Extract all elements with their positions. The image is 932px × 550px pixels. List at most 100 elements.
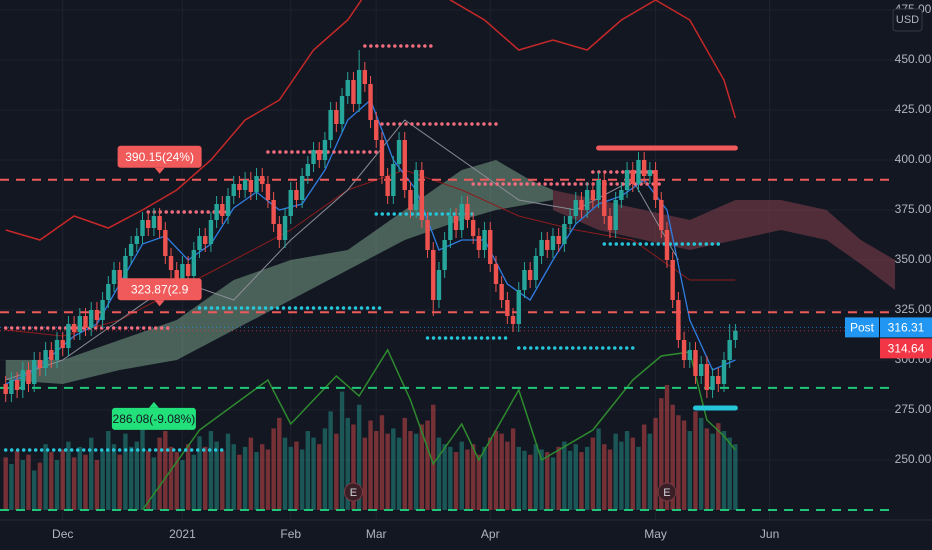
candle-body (237, 184, 242, 190)
candle-body (385, 176, 390, 196)
volume-bar (636, 446, 641, 510)
candle-body (146, 220, 151, 228)
candle-body (630, 170, 635, 184)
volume-bar (94, 460, 100, 510)
candle-body (282, 216, 288, 240)
volume-bar (37, 462, 43, 510)
candle-body (374, 120, 379, 140)
candle-body (334, 110, 339, 124)
event-label: E (663, 487, 670, 499)
annotation-box (117, 145, 202, 168)
volume-bar (3, 457, 8, 510)
candle-body (698, 364, 704, 376)
candle-body (89, 310, 94, 328)
candle-body (567, 216, 573, 224)
candle-body (180, 264, 185, 280)
candle-body (351, 80, 356, 104)
candle-body (727, 340, 732, 360)
volume-bar (54, 460, 60, 510)
y-tick-label: 250.00 (895, 452, 932, 466)
volume-bar (596, 428, 601, 510)
volume-bar (100, 450, 105, 510)
volume-bar (562, 441, 567, 510)
volume-bar (191, 454, 197, 510)
candle-body (197, 236, 202, 250)
candle-body (368, 84, 373, 120)
x-tick-label: 2021 (169, 527, 196, 541)
currency-box[interactable] (892, 8, 923, 32)
volume-bar (619, 441, 624, 510)
volume-bar (203, 446, 208, 510)
event-marker (343, 482, 363, 502)
volume-bar (556, 446, 561, 510)
candle-body (425, 220, 430, 250)
candle-body (716, 376, 721, 384)
candle-body (493, 264, 499, 284)
volume-bar (288, 446, 293, 510)
candle-body (721, 360, 727, 384)
volume-bar (71, 457, 77, 510)
volume-bar (168, 446, 174, 510)
volume-bar (505, 441, 510, 510)
volume-bar (710, 433, 715, 510)
candle-body (151, 216, 157, 228)
volume-bar (676, 415, 681, 510)
candle-body (470, 220, 476, 236)
candle-body (117, 270, 122, 280)
volume-bar (265, 449, 271, 510)
volume-bar (362, 437, 368, 510)
candle-body (94, 310, 100, 320)
y-tick-label: 450.00 (895, 52, 932, 66)
candle-body (14, 380, 20, 390)
candle-body (134, 236, 140, 244)
volume-bar (522, 450, 527, 510)
volume-bar (151, 457, 157, 510)
price-label-box (880, 317, 932, 338)
x-tick-label: Mar (366, 527, 387, 541)
volume-bar (647, 433, 653, 510)
cloud (552, 190, 895, 290)
candle-body (60, 340, 65, 348)
candle-body (231, 184, 236, 196)
candle-body (248, 180, 254, 192)
candle-body (647, 170, 653, 176)
volume-bar (567, 450, 573, 510)
candle-body (203, 236, 208, 244)
volume-bar (630, 437, 635, 510)
candle-body (476, 236, 482, 250)
volume-bar (260, 444, 265, 510)
candle-body (499, 284, 504, 300)
volume-bar (208, 431, 214, 510)
volume-bar (242, 446, 248, 510)
volume-bar (499, 433, 504, 510)
y-tick-label: 400.00 (895, 152, 932, 166)
candle-body (408, 190, 413, 210)
volume-bar (328, 411, 333, 510)
x-tick-label: Feb (280, 527, 301, 541)
volume-bar (727, 437, 732, 510)
volume-bar (185, 444, 191, 510)
volume-bar (545, 452, 550, 510)
volume-bar (602, 444, 607, 510)
candle-body (664, 230, 670, 260)
event-marker (657, 482, 677, 502)
annotation-box (111, 407, 196, 430)
candle-body (539, 240, 544, 256)
volume-bar (254, 452, 259, 510)
volume-bar (465, 449, 470, 510)
candle-body (653, 170, 658, 200)
volume-bar (659, 398, 664, 510)
candle-body (704, 364, 710, 390)
volume-bar (385, 433, 390, 510)
candle-body (636, 160, 641, 184)
candle-body (442, 240, 447, 270)
candle-body (619, 190, 624, 200)
volume-bar (77, 446, 83, 510)
candle-body (242, 180, 248, 190)
candle-body (111, 270, 117, 284)
volume-bar (49, 452, 54, 510)
candle-body (37, 360, 43, 368)
volume-bar (721, 431, 727, 510)
volume-bar (419, 424, 425, 510)
